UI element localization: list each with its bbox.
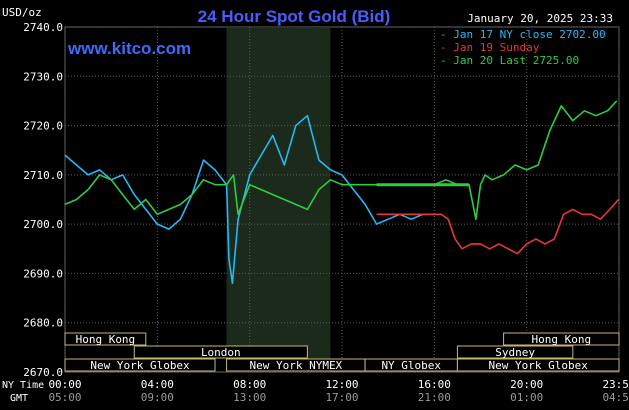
session-label: NY Globex [381, 359, 441, 372]
legend-entry-jan17: - Jan 17 NY close 2702.00 [440, 28, 606, 41]
session-box [64, 358, 216, 372]
session-label: Sydney [495, 346, 535, 359]
session-box [456, 345, 574, 359]
y-tick-label: 2690.0 [23, 267, 63, 280]
x-tick-label-ny: 08:00 [233, 378, 266, 391]
x-tick-label-gmt: 21:00 [418, 391, 451, 404]
chart-title: 24 Hour Spot Gold (Bid) [198, 7, 391, 26]
brand-url: www.kitco.com [67, 39, 191, 58]
x-tick-label-ny: 16:00 [418, 378, 451, 391]
session-box [64, 332, 147, 346]
x-tick-label-gmt: 01:00 [510, 391, 543, 404]
legend-entry-jan20: - Jan 20 Last 2725.00 [440, 54, 579, 67]
y-tick-label: 2710.0 [23, 169, 63, 182]
session-label: New York NYMEX [249, 359, 342, 372]
session-label: London [201, 346, 241, 359]
y-tick-label: 2720.0 [23, 120, 63, 133]
series-line-3 [64, 100, 618, 220]
session-label: Hong Kong [531, 333, 591, 346]
y-tick-label: 2740.0 [23, 21, 63, 34]
y-axis: 2740.0 2730.0 2720.0 2710.0 2700.0 2690.0 2680… [23, 21, 63, 379]
legend: - Jan 17 NY close 2702.00 - Jan 19 Sunda… [440, 28, 606, 67]
x-tick-label-gmt: 05:00 [48, 391, 81, 404]
x-tick-label-ny: 04:00 [141, 378, 174, 391]
session-label: New York Globex [90, 359, 190, 372]
x-axis: 00:00 04:00 08:00 12:00 16:00 20:00 23:59 05:00… [48, 378, 629, 404]
gmt-label: GMT [10, 393, 28, 404]
x-tick-label-ny: 00:00 [48, 378, 81, 391]
session-box [133, 345, 308, 359]
x-tick-label-gmt: 13:00 [233, 391, 266, 404]
series-line-1 [64, 114, 435, 285]
session-shade [226, 27, 331, 372]
y-tick-label: 2730.0 [23, 70, 63, 83]
x-tick-label-ny: 12:00 [325, 378, 358, 391]
y-tick-label: 2680.0 [23, 317, 63, 330]
ny-time-label: NY Time [2, 380, 44, 391]
session-label: New York Globex [489, 359, 589, 372]
chart-date: January 20, 2025 23:33 [467, 12, 613, 25]
legend-entry-jan19: - Jan 19 Sunday [440, 41, 540, 54]
x-tick-label-gmt: 09:00 [141, 391, 174, 404]
session-box [456, 358, 620, 372]
session-box [503, 332, 620, 346]
y-tick-label: 2700.0 [23, 218, 63, 231]
series-line-2 [376, 198, 620, 255]
y-tick-label: 2670.0 [23, 366, 63, 379]
x-tick-label-ny: 23:59 [602, 378, 629, 391]
unit-label: USD/oz [2, 6, 42, 19]
x-tick-label-ny: 20:00 [510, 378, 543, 391]
x-tick-label-gmt: 17:00 [325, 391, 358, 404]
x-tick-label-gmt: 04:59 [602, 391, 629, 404]
series-lines [64, 100, 620, 285]
session-label: Hong Kong [76, 333, 136, 346]
